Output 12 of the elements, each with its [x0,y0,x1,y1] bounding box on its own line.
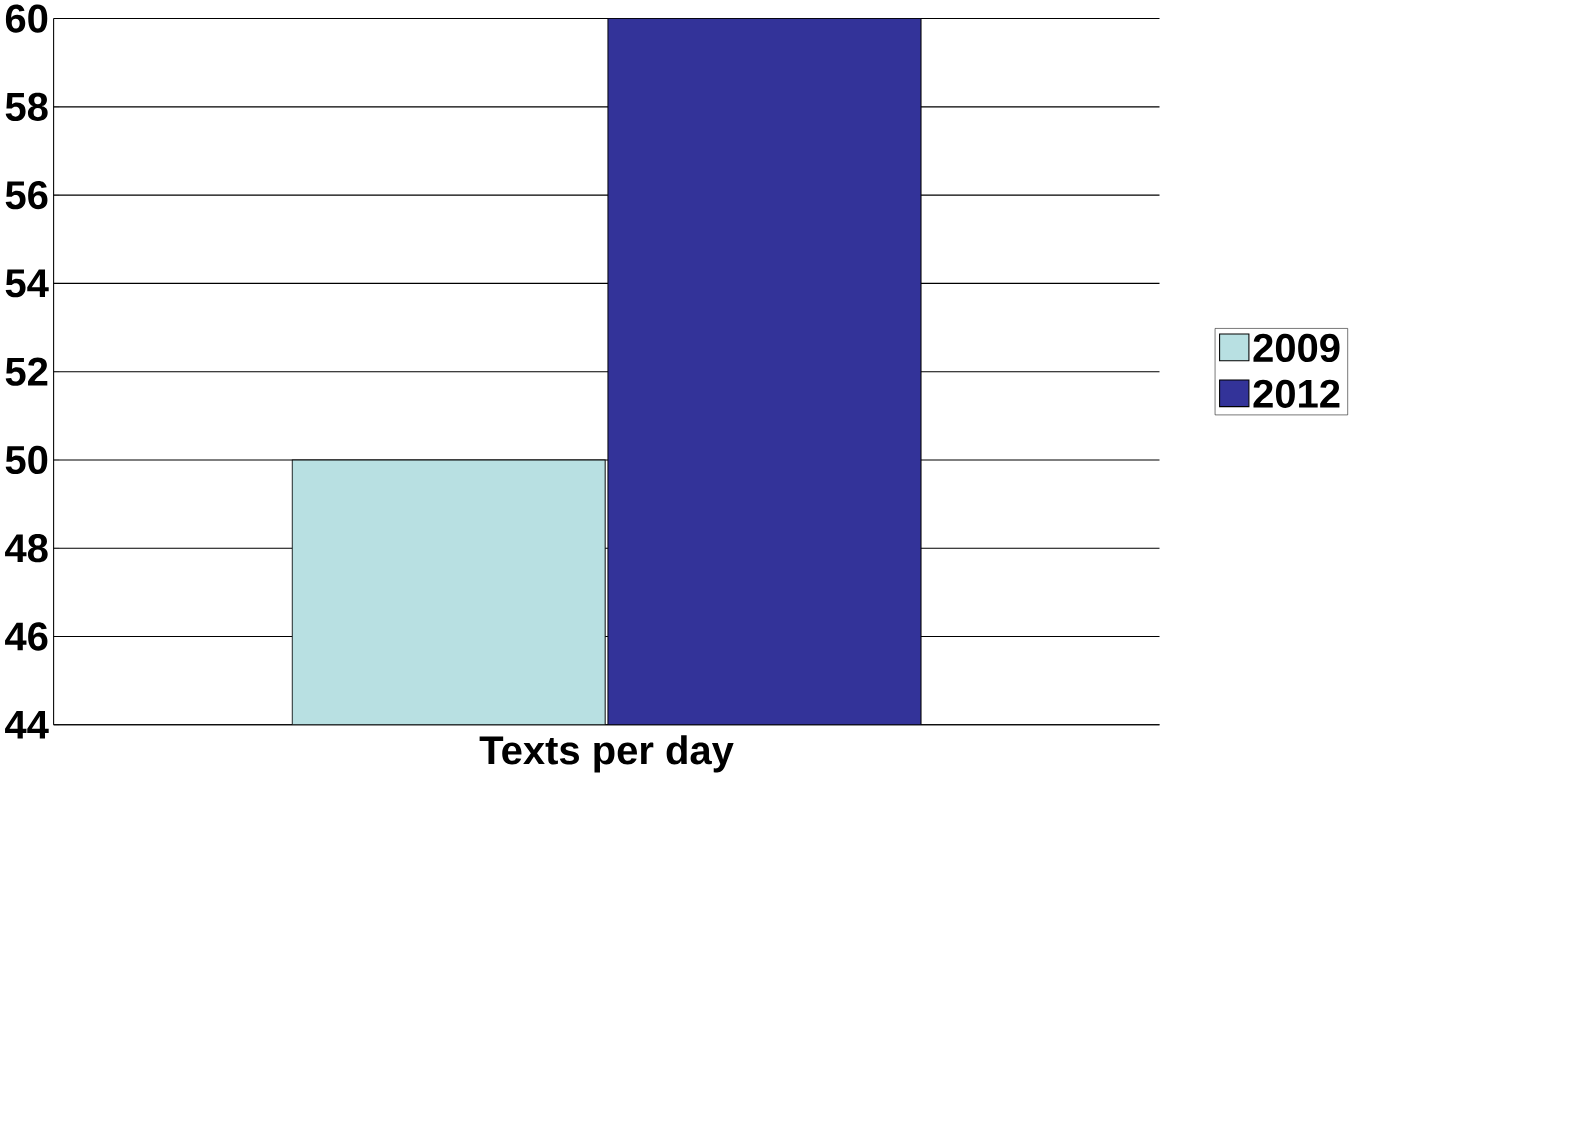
y-tick-label: 54 [5,269,49,298]
y-tick-label: 50 [5,445,48,475]
y-tick-label: 56 [5,180,48,210]
y-tick-label: 48 [5,534,48,563]
legend-label: 2009 [1253,333,1340,363]
y-tick-label: 46 [5,622,48,651]
x-tick-label: Texts per day [479,735,734,773]
y-tick-label: 52 [5,357,48,386]
y-tick-label: 44 [5,711,49,739]
y-tick-label: 60 [5,4,48,33]
legend-label: 2012 [1253,379,1340,408]
y-tick-label: 58 [5,92,48,122]
